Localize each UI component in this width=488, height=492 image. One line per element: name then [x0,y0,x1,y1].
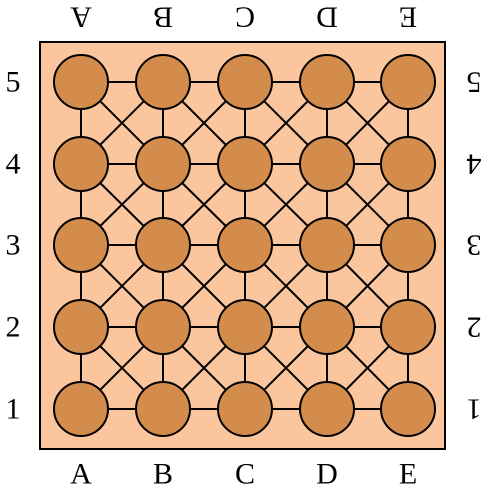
stone-e2[interactable] [380,299,436,355]
stone-c3[interactable] [217,217,273,273]
stone-c2[interactable] [217,299,273,355]
file-label-top-b: B [153,1,173,34]
stone-a1[interactable] [53,381,109,437]
rank-label-right-4: 4 [467,148,482,181]
stone-b2[interactable] [135,299,191,355]
rank-label-right-2: 2 [467,311,482,344]
stone-b1[interactable] [135,381,191,437]
rank-label-left-3: 3 [6,229,21,262]
stone-d3[interactable] [299,217,355,273]
stone-e5[interactable] [380,54,436,110]
rank-label-right-5: 5 [467,66,482,99]
file-label-top-a: A [70,1,92,34]
rank-label-left-2: 2 [6,311,21,344]
file-label-top-e: E [399,1,417,34]
file-label-bottom-c: C [235,458,255,491]
stone-d1[interactable] [299,381,355,437]
stone-d5[interactable] [299,54,355,110]
stone-c1[interactable] [217,381,273,437]
file-label-bottom-a: A [70,458,92,491]
stone-a4[interactable] [53,136,109,192]
stone-d2[interactable] [299,299,355,355]
rank-label-right-3: 3 [467,229,482,262]
rank-label-right-1: 1 [467,393,482,426]
stone-b4[interactable] [135,136,191,192]
stone-b3[interactable] [135,217,191,273]
file-label-bottom-e: E [399,458,417,491]
rank-label-left-1: 1 [6,393,21,426]
stone-d4[interactable] [299,136,355,192]
file-label-top-d: D [316,1,338,34]
file-label-top-c: C [235,1,255,34]
stone-c5[interactable] [217,54,273,110]
stone-a3[interactable] [53,217,109,273]
stone-c4[interactable] [217,136,273,192]
stone-b5[interactable] [135,54,191,110]
stones-layer [53,54,436,437]
stone-e1[interactable] [380,381,436,437]
rank-label-left-4: 4 [6,148,21,181]
stone-a5[interactable] [53,54,109,110]
stone-e4[interactable] [380,136,436,192]
stone-e3[interactable] [380,217,436,273]
file-label-bottom-b: B [153,458,173,491]
file-label-bottom-d: D [316,458,338,491]
rank-label-left-5: 5 [6,66,21,99]
coordinate-labels: A A B B C C D D E E 1 1 2 2 3 3 4 4 5 5 [6,1,482,491]
stone-a2[interactable] [53,299,109,355]
